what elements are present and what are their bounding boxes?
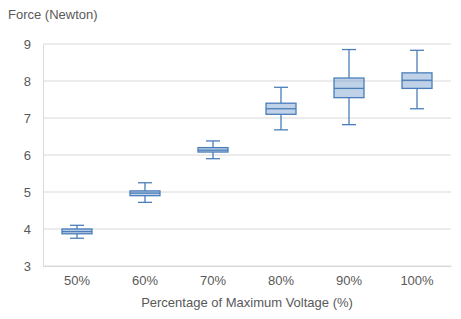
box-plot	[334, 50, 364, 125]
median	[198, 150, 228, 151]
y-tick-label: 9	[24, 37, 31, 52]
x-tick: 80%	[268, 266, 294, 288]
box-plot	[198, 141, 228, 159]
max-cap	[138, 182, 152, 183]
box	[334, 78, 364, 98]
x-tick: 60%	[132, 266, 158, 288]
y-tick-label: 8	[24, 74, 31, 89]
median	[402, 80, 432, 81]
lower-whisker	[280, 114, 281, 130]
x-axis-line	[44, 266, 452, 267]
y-tick: 9	[24, 37, 43, 52]
lower-whisker	[348, 98, 349, 125]
plot-area	[62, 50, 432, 239]
x-tick: 70%	[200, 266, 226, 288]
box	[402, 73, 432, 89]
grid	[43, 44, 451, 266]
max-cap	[410, 50, 424, 51]
lower-whisker	[416, 88, 417, 108]
x-tick-label: 70%	[200, 273, 226, 288]
max-cap	[274, 87, 288, 88]
y-axis: 3 4 5 6 7 8 9	[24, 37, 44, 274]
box	[266, 103, 296, 114]
y-axis-title: Force (Newton)	[8, 7, 98, 22]
box-plot	[266, 87, 296, 130]
grid-line	[43, 118, 451, 119]
min-cap	[274, 129, 288, 130]
grid-line	[43, 229, 451, 230]
min-cap	[206, 158, 220, 159]
max-cap	[70, 225, 84, 226]
x-tick: 100%	[400, 266, 434, 288]
box-plot	[130, 183, 160, 203]
x-tick: 50%	[64, 266, 90, 288]
grid-line	[43, 192, 451, 193]
grid-line	[43, 155, 451, 156]
min-cap	[70, 238, 84, 239]
median	[266, 108, 296, 109]
grid-line	[43, 81, 451, 82]
lower-whisker	[144, 196, 145, 203]
x-tick-label: 90%	[336, 273, 362, 288]
upper-whisker	[348, 50, 349, 78]
min-cap	[410, 108, 424, 109]
x-tick-label: 60%	[132, 273, 158, 288]
x-tick-label: 80%	[268, 273, 294, 288]
y-tick: 3	[24, 259, 43, 274]
median	[62, 231, 92, 232]
y-tick-label: 3	[24, 259, 31, 274]
x-tick-label: 100%	[400, 273, 434, 288]
max-cap	[342, 49, 356, 50]
lower-whisker	[212, 152, 213, 159]
y-tick: 4	[24, 222, 43, 237]
min-cap	[342, 124, 356, 125]
box	[198, 148, 228, 152]
box	[130, 191, 160, 196]
y-tick-label: 4	[24, 222, 31, 237]
x-tick: 90%	[336, 266, 362, 288]
y-tick: 6	[24, 148, 43, 163]
max-cap	[206, 140, 220, 141]
min-cap	[138, 202, 152, 203]
y-tick: 5	[24, 185, 43, 200]
lower-whisker	[76, 234, 77, 238]
upper-whisker	[144, 183, 145, 191]
upper-whisker	[416, 50, 417, 73]
x-tick-label: 50%	[64, 273, 90, 288]
box	[62, 229, 92, 234]
upper-whisker	[280, 87, 281, 103]
y-tick-label: 7	[24, 111, 31, 126]
y-tick: 7	[24, 111, 43, 126]
upper-whisker	[212, 141, 213, 148]
median	[130, 192, 160, 193]
y-tick-label: 6	[24, 148, 31, 163]
x-axis-title: Percentage of Maximum Voltage (%)	[141, 295, 353, 310]
y-tick: 8	[24, 74, 43, 89]
box-plot	[62, 225, 92, 238]
y-tick-label: 5	[24, 185, 31, 200]
grid-line	[43, 266, 451, 267]
grid-line	[43, 44, 451, 45]
x-axis: 50% 60% 70% 80% 90% 100%	[44, 266, 452, 288]
y-axis-line	[43, 45, 44, 267]
chart: 3 4 5 6 7 8 9 50% 60% 70% 80% 90% 100% Force (Newton)…	[0, 0, 461, 319]
box-plot	[402, 50, 432, 108]
median	[334, 88, 364, 89]
